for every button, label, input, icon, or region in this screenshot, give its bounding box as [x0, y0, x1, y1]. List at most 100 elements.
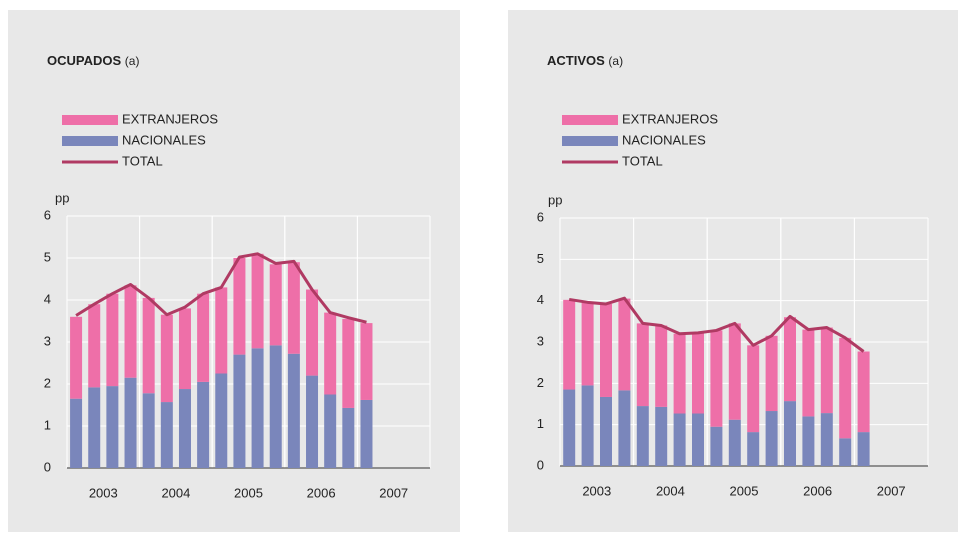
- bar: [124, 377, 137, 468]
- y-tick-label: 2: [537, 375, 544, 390]
- bar: [197, 381, 210, 468]
- chart-title: ACTIVOS (a): [547, 53, 623, 68]
- bar: [160, 314, 173, 403]
- bar: [563, 299, 576, 390]
- y-tick-label: 5: [44, 249, 51, 264]
- line: [75, 252, 367, 324]
- bar: [581, 385, 594, 466]
- bar: [233, 354, 246, 468]
- bar: [215, 373, 228, 468]
- y-tick-label: 6: [44, 207, 51, 222]
- title: ACTIVOS: [547, 53, 605, 68]
- y-tick-label: 3: [44, 333, 51, 348]
- x-tick-label: 2004: [161, 485, 190, 500]
- y-axis-label: pp: [548, 192, 562, 207]
- bar: [360, 323, 373, 400]
- bar: [618, 298, 631, 391]
- x-tick-label: 2006: [307, 485, 336, 500]
- bar: [324, 312, 337, 395]
- bar: [197, 293, 210, 382]
- legend-swatch: [62, 136, 118, 146]
- legend-label: NACIONALES: [622, 132, 706, 147]
- bar: [287, 353, 300, 468]
- bar: [673, 333, 686, 414]
- title-note: (a): [125, 54, 140, 68]
- legend-label: EXTRANJEROS: [622, 111, 718, 126]
- bar: [251, 348, 264, 468]
- bar: [360, 399, 373, 468]
- bar: [857, 351, 870, 433]
- y-tick-label: 5: [537, 251, 544, 266]
- bar: [306, 375, 319, 468]
- y-tick-label: 0: [537, 457, 544, 472]
- y-tick-label: 6: [537, 209, 544, 224]
- bar: [710, 330, 723, 427]
- bar: [857, 432, 870, 466]
- bar: [563, 389, 576, 466]
- bar: [673, 413, 686, 466]
- bar: [765, 335, 778, 412]
- bar: [728, 419, 741, 466]
- bar: [820, 327, 833, 414]
- bar: [70, 398, 83, 468]
- x-tick-label: 2004: [656, 483, 685, 498]
- x-tick-label: 2007: [877, 483, 906, 498]
- bar: [765, 411, 778, 466]
- bar: [215, 287, 228, 374]
- bar: [784, 317, 796, 402]
- bar: [692, 332, 704, 414]
- bar: [600, 396, 612, 466]
- legend-label: EXTRANJEROS: [122, 111, 218, 126]
- title-note: (a): [608, 54, 623, 68]
- legend-swatch: [62, 115, 118, 125]
- bar: [728, 323, 741, 420]
- x-tick-label: 2003: [89, 485, 118, 500]
- bar: [269, 264, 282, 346]
- chart-title: OCUPADOS (a): [47, 53, 139, 68]
- y-tick-label: 4: [44, 291, 51, 306]
- bar: [581, 302, 594, 386]
- bar: [802, 329, 815, 417]
- bar: [233, 258, 246, 355]
- bar: [600, 303, 612, 397]
- bar: [142, 393, 155, 468]
- bar: [655, 406, 668, 466]
- bar: [269, 345, 282, 468]
- bar: [88, 304, 101, 388]
- y-axis-label: pp: [55, 190, 69, 205]
- bar: [106, 386, 119, 468]
- bar: [820, 413, 833, 466]
- bar: [287, 262, 300, 354]
- legend-swatch: [562, 115, 618, 125]
- y-tick-label: 4: [537, 292, 544, 307]
- bar: [342, 318, 355, 408]
- bar: [618, 390, 631, 466]
- y-tick-label: 0: [44, 459, 51, 474]
- bar: [324, 394, 337, 468]
- y-tick-label: 1: [537, 416, 544, 431]
- bar: [178, 389, 191, 468]
- bar: [342, 407, 355, 468]
- bar: [636, 406, 649, 466]
- bar: [692, 413, 704, 466]
- bar: [106, 293, 119, 387]
- bar: [747, 432, 760, 466]
- bar: [655, 325, 668, 407]
- x-tick-label: 2005: [234, 485, 263, 500]
- bar: [710, 426, 723, 466]
- bar: [70, 316, 83, 399]
- bar: [306, 289, 319, 376]
- y-tick-label: 1: [44, 417, 51, 432]
- title: OCUPADOS: [47, 53, 121, 68]
- legend-label: NACIONALES: [122, 132, 206, 147]
- bar: [636, 323, 649, 407]
- bar: [88, 387, 101, 468]
- y-tick-label: 2: [44, 375, 51, 390]
- bar: [178, 308, 191, 390]
- legend-swatch: [562, 136, 618, 146]
- bar: [839, 337, 852, 439]
- bar: [747, 345, 760, 433]
- x-tick-label: 2003: [582, 483, 611, 498]
- y-tick-label: 3: [537, 333, 544, 348]
